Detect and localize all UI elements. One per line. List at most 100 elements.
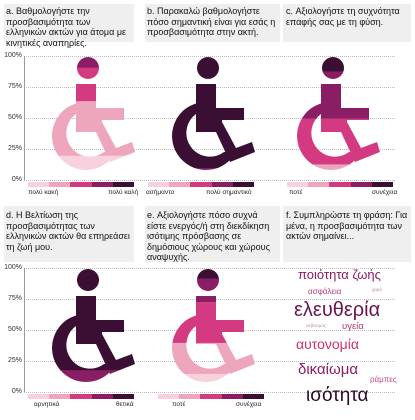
legend-swatch (49, 182, 71, 187)
y-tick-label: 75% (7, 295, 22, 302)
bar-segment-level-1 (172, 373, 255, 382)
cloud-word: σεβασμός (306, 323, 327, 328)
y-tick-label: 100% (4, 52, 22, 59)
legend-swatch (200, 394, 222, 399)
word-cloud: ποιότητα ζωής ασφάλεια χαρά ελευθερία σε… (284, 262, 412, 418)
legend-d (28, 394, 135, 399)
question-box-a (4, 4, 134, 42)
bar-segment-level-2 (172, 342, 255, 374)
bar-segment-level-3 (297, 118, 380, 165)
legend-swatch (28, 182, 50, 187)
question-c: c. Αξιολογήστε τη συχνότητα επαφής σας μ… (286, 6, 400, 27)
legend-swatch (70, 394, 92, 399)
legend-swatch (211, 182, 233, 187)
legend-c (287, 182, 394, 187)
wheelchair-fill (160, 57, 255, 179)
legend-e-left: ποτέ (172, 401, 186, 408)
question-f: f. Συμπληρώστε τη φράση: Για μένα, η προ… (286, 210, 408, 241)
cloud-word: αυτονομία (296, 336, 359, 352)
legend-swatch (112, 394, 135, 399)
bar-segment-level-2 (52, 100, 135, 156)
legend-swatch (158, 394, 180, 399)
legend-swatch (242, 394, 265, 399)
question-d: d. Η Βελτίωση της προσβασιμότητας των ελ… (6, 210, 130, 252)
question-box-b (145, 4, 280, 42)
bar-segment-level-5 (172, 57, 255, 169)
legend-swatch (91, 182, 113, 187)
y-axis-line (24, 268, 25, 392)
legend-c-left: ποτέ (289, 189, 303, 196)
wheelchair-fill (172, 269, 255, 382)
y-tick-label: 25% (7, 145, 22, 152)
y-tick-label: 75% (7, 83, 22, 90)
legend-swatch (148, 182, 170, 187)
bar-segment-level-3 (172, 301, 255, 343)
chart-c (285, 57, 380, 180)
cloud-word: υγεία (342, 321, 364, 332)
gridline (24, 268, 395, 269)
wheelchair-fill (40, 269, 135, 391)
gridline (24, 149, 395, 150)
legend-swatch (49, 394, 71, 399)
bar-segment-level-3 (52, 67, 135, 102)
wheelchair-fill (40, 56, 135, 170)
bar-segment-level-3 (40, 383, 135, 391)
bar-segment-level-4 (52, 57, 135, 68)
cloud-word: ισότητα (306, 385, 369, 406)
legend-e-right: συνέχεια (236, 401, 262, 408)
y-tick-label: 0% (11, 176, 22, 183)
legend-swatch (190, 182, 212, 187)
legend-swatch (112, 182, 135, 187)
gridline (24, 180, 395, 181)
gridline (24, 56, 395, 57)
legend-swatch (371, 182, 394, 187)
legend-d-left: αρνητικά (34, 401, 60, 408)
cloud-word: ελευθερία (294, 299, 381, 321)
legend-swatch (179, 394, 201, 399)
legend-b-left: ασήμαντο (146, 189, 175, 196)
legend-a-left: πολύ κακή (28, 189, 59, 196)
bar-segment-level-5 (297, 57, 380, 72)
legend-swatch (232, 182, 255, 187)
bar-segment-level-4 (52, 369, 135, 382)
legend-b-right: πολύ σημαντικό (206, 189, 252, 196)
bar-segment-level-4 (297, 70, 380, 119)
legend-d-right: θετικά (116, 401, 134, 408)
bar-segment-level-3 (160, 175, 255, 179)
bar-segment-level-5 (172, 269, 255, 279)
cloud-word: ασφάλεια (308, 287, 342, 296)
legend-swatch (221, 394, 243, 399)
bar-segment-level-5 (52, 269, 135, 371)
question-b: b. Παρακαλώ βαθμολογήστε πόσο σημαντική … (147, 6, 276, 37)
question-e: e. Αξιολογήστε πόσο συχνά είστε ενεργός/… (147, 210, 270, 262)
question-box-e (145, 206, 280, 262)
bar-segment-level-1 (52, 155, 135, 170)
question-box-f (283, 206, 411, 262)
y-tick-label: 0% (11, 388, 22, 395)
legend-swatch (28, 394, 50, 399)
bar-segment-level-4 (172, 277, 255, 302)
cloud-word: ράμπες (370, 375, 397, 384)
legend-swatch (169, 182, 191, 187)
legend-c-right: συνέχεια (372, 189, 398, 196)
bar-segment-level-5 (40, 56, 135, 57)
chart-b (160, 57, 255, 179)
wheelchair-fill (285, 57, 380, 180)
legend-swatch (350, 182, 372, 187)
bar-segment-level-4 (172, 167, 255, 170)
bar-segment-level-1 (285, 176, 380, 180)
chart-d (40, 269, 135, 391)
chart-e (172, 269, 255, 382)
legend-swatch (329, 182, 351, 187)
y-tick-label: 100% (4, 264, 22, 271)
legend-swatch (70, 182, 92, 187)
legend-swatch (287, 182, 309, 187)
chart-a (40, 56, 135, 170)
legend-swatch (308, 182, 330, 187)
legend-swatch (91, 394, 113, 399)
bar-segment-level-2 (297, 163, 380, 170)
question-box-c (283, 4, 411, 42)
y-tick-label: 50% (7, 326, 22, 333)
y-axis-line (24, 56, 25, 180)
cloud-word: χαρά (372, 287, 383, 292)
